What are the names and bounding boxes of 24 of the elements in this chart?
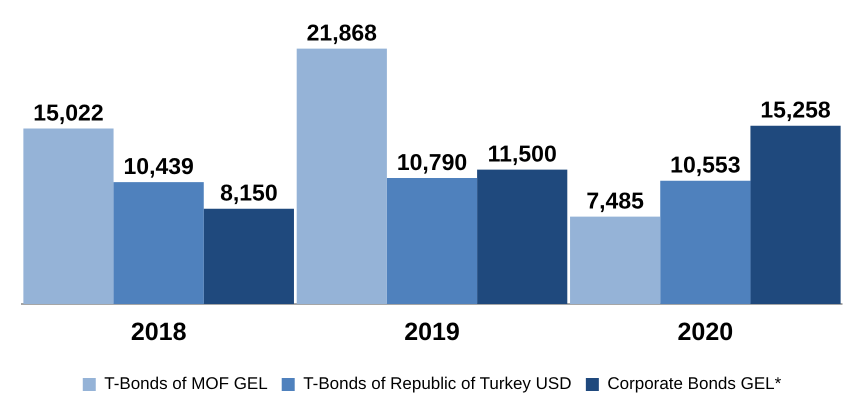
- bar: [660, 180, 750, 304]
- bar: [750, 126, 841, 304]
- data-label: 15,258: [760, 96, 831, 123]
- legend-label: T-Bonds of MOF GEL: [104, 374, 268, 394]
- data-label: 11,500: [488, 140, 557, 167]
- x-tick-label: 2018: [130, 318, 187, 346]
- x-tick-label: 2020: [678, 318, 734, 346]
- data-label: 21,868: [306, 19, 378, 46]
- data-label: 10,790: [396, 148, 468, 175]
- data-label: 15,022: [33, 99, 104, 126]
- data-label: 10,553: [670, 152, 741, 178]
- data-label: 7,485: [586, 187, 644, 214]
- bar: [570, 216, 660, 304]
- bar: [204, 208, 294, 304]
- bar: [23, 128, 114, 304]
- legend-label: Corporate Bonds GEL*: [607, 374, 782, 394]
- x-tick-label: 2019: [404, 318, 460, 346]
- data-label: 8,150: [220, 180, 278, 206]
- bar: [477, 170, 568, 304]
- bar: [386, 178, 478, 304]
- bar: [114, 182, 204, 304]
- data-label: 10,439: [123, 152, 194, 179]
- bar: [296, 48, 387, 304]
- legend-label: T-Bonds of Republic of Turkey USD: [303, 374, 572, 394]
